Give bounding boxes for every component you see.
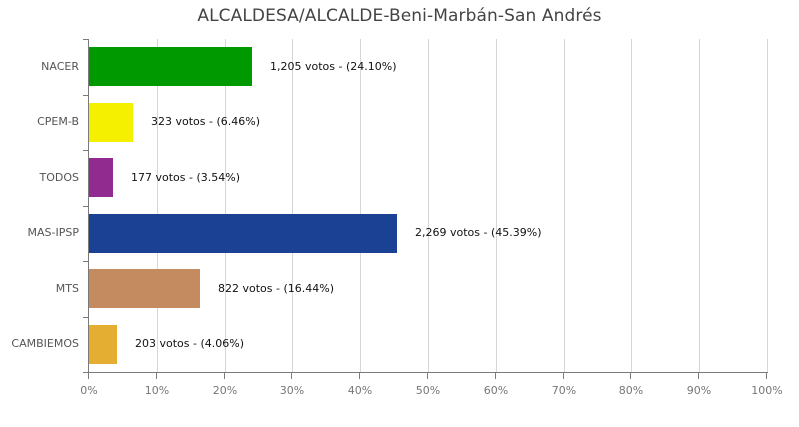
data-label: 323 votos - (6.46%) [151,115,260,128]
x-tick-label: 20% [212,384,238,397]
category-label: NACER [41,60,79,73]
data-label: 203 votos - (4.06%) [135,337,244,350]
x-tick [495,373,496,379]
bar-nacer[interactable] [89,47,252,86]
bar-mts[interactable] [89,269,200,308]
gridline [360,39,361,372]
data-label: 177 votos - (3.54%) [131,171,240,184]
gridline [767,39,768,372]
data-label: 822 votos - (16.44%) [218,282,334,295]
x-tick-label: 0% [80,384,98,397]
x-tick-label: 10% [144,384,170,397]
y-tick [83,150,89,151]
gridline [699,39,700,372]
y-tick [83,317,89,318]
category-label: MTS [55,282,79,295]
x-axis-line [88,372,768,373]
y-tick [83,95,89,96]
category-label: TODOS [39,171,80,184]
x-tick [766,373,767,379]
x-tick [427,373,428,379]
x-tick-label: 100% [751,384,783,397]
y-axis-line [88,39,89,372]
plot-area: 1,205 votos - (24.10%) 323 votos - (6.46%… [83,39,768,379]
x-tick [698,373,699,379]
x-tick [630,373,631,379]
x-tick-label: 90% [686,384,712,397]
x-tick [156,373,157,379]
category-label: CPEM-B [37,115,79,128]
gridline [428,39,429,372]
gridline [496,39,497,372]
x-tick-label: 60% [483,384,509,397]
x-tick-label: 70% [551,384,577,397]
category-label: CAMBIEMOS [11,337,79,350]
y-tick [83,372,89,373]
y-tick [83,261,89,262]
x-tick-label: 50% [415,384,441,397]
bar-cpem-b[interactable] [89,103,133,142]
x-tick-label: 30% [279,384,305,397]
gridline [157,39,158,372]
x-tick-label: 40% [347,384,373,397]
x-tick [224,373,225,379]
x-tick [563,373,564,379]
chart-title: ALCALDESA/ALCALDE-Beni-Marbán-San Andrés [197,6,602,26]
y-tick [83,206,89,207]
bar-mas-ipsp[interactable] [89,214,397,253]
category-label: MAS-IPSP [27,226,79,239]
gridline [564,39,565,372]
x-tick [88,373,89,379]
bar-todos[interactable] [89,158,113,197]
x-tick [359,373,360,379]
y-tick [83,39,89,40]
gridline [631,39,632,372]
gridline [292,39,293,372]
gridline [225,39,226,372]
x-tick [291,373,292,379]
data-label: 1,205 votos - (24.10%) [270,60,397,73]
bar-cambiemos[interactable] [89,325,117,364]
data-label: 2,269 votos - (45.39%) [415,226,542,239]
x-tick-label: 80% [618,384,644,397]
